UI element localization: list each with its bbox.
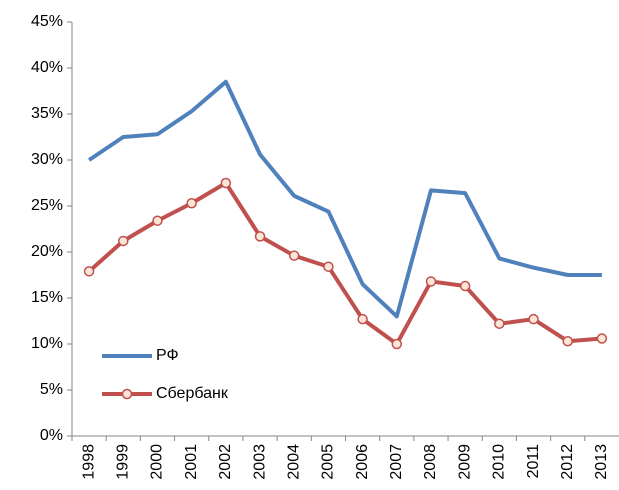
point (118, 235, 129, 247)
y-tick-label: 10% (31, 335, 63, 352)
x-tick-label: 2006 (354, 444, 371, 480)
point (528, 313, 539, 325)
point (391, 338, 403, 350)
x-tick-label: 2011 (525, 444, 542, 479)
point (357, 313, 368, 325)
x-tick-label: 2003 (251, 444, 268, 480)
point (288, 250, 300, 261)
legend-label: Сбербанк (156, 385, 229, 402)
point (562, 335, 573, 347)
x-tick-label: 2000 (149, 444, 166, 480)
x-tick-label: 2013 (593, 444, 610, 480)
x-tick-label: 2002 (217, 444, 234, 480)
x-tick-label: 1998 (80, 444, 97, 480)
point (323, 261, 334, 272)
point (83, 266, 95, 277)
y-tick-label: 15% (31, 289, 63, 306)
x-tick-label: 2001 (183, 444, 200, 480)
y-tick-label: 25% (31, 197, 63, 214)
point (254, 231, 266, 242)
x-tick-label: 2008 (422, 444, 439, 480)
x-tick-label: 2005 (320, 444, 337, 480)
series-line (87, 181, 603, 346)
point (459, 280, 471, 292)
x-tick-label: 2010 (491, 444, 508, 480)
x-tick-label: 2012 (559, 444, 576, 480)
point (494, 318, 505, 330)
series-line (87, 79, 602, 319)
y-tick-label: 5% (40, 381, 63, 398)
point (186, 197, 197, 209)
x-tick-label: 2007 (388, 444, 405, 480)
y-tick-label: 45% (31, 13, 63, 30)
y-tick-label: 40% (31, 59, 63, 76)
y-tick-label: 0% (40, 427, 63, 444)
point (220, 177, 232, 189)
point (596, 333, 608, 344)
y-tick-label: 30% (31, 151, 63, 168)
legend-marker (121, 388, 133, 400)
legend-label: РФ (156, 347, 179, 364)
y-tick-label: 20% (31, 243, 63, 260)
point (152, 215, 163, 226)
x-tick-label: 1999 (115, 444, 132, 480)
y-tick-label: 35% (31, 105, 63, 122)
x-tick-label: 2009 (456, 444, 473, 480)
x-tick-label: 2004 (285, 444, 302, 480)
point (425, 276, 437, 287)
